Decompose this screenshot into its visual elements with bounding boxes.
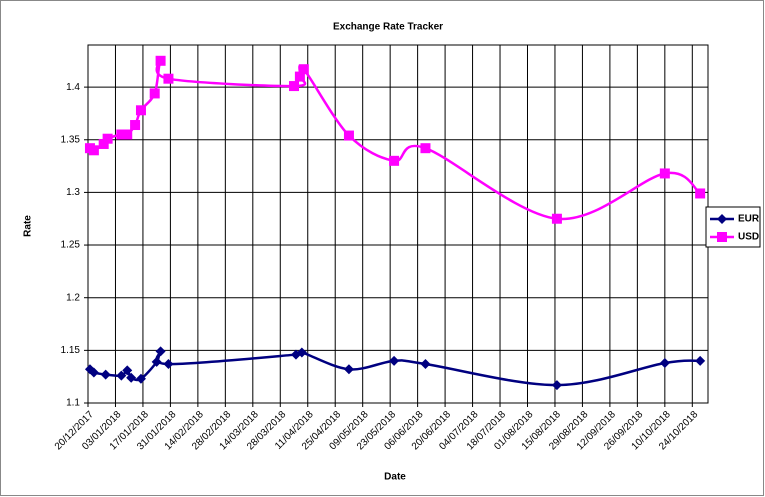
marker: [149, 88, 160, 99]
marker: [116, 370, 127, 381]
marker: [420, 359, 431, 370]
legend-label: USD: [738, 232, 759, 243]
y-tick-label: 1.2: [66, 292, 80, 303]
marker: [163, 73, 174, 84]
marker: [88, 367, 99, 378]
marker: [155, 346, 166, 357]
marker: [551, 213, 562, 224]
legend-label: EUR: [738, 214, 760, 225]
marker: [294, 71, 305, 82]
chart-title: Exchange Rate Tracker: [333, 22, 443, 33]
marker: [98, 138, 109, 149]
y-tick-label: 1.35: [61, 134, 81, 145]
marker: [88, 145, 99, 156]
marker: [100, 369, 111, 380]
marker: [389, 355, 400, 366]
x-axis-label: Date: [384, 472, 406, 483]
marker: [389, 155, 400, 166]
y-tick-label: 1.1: [66, 398, 80, 409]
marker: [126, 372, 137, 383]
marker: [163, 359, 174, 370]
y-tick-label: 1.3: [66, 187, 80, 198]
marker: [695, 188, 706, 199]
legend-box: [705, 206, 761, 248]
marker: [151, 356, 162, 367]
marker: [135, 373, 146, 384]
marker: [343, 130, 354, 141]
marker: [695, 355, 706, 366]
marker: [298, 64, 309, 75]
marker: [122, 365, 133, 376]
marker: [116, 129, 127, 140]
marker: [296, 347, 307, 358]
marker: [289, 81, 300, 92]
marker: [130, 120, 141, 131]
marker: [102, 133, 113, 144]
y-tick-label: 1.25: [61, 240, 81, 251]
series-line: [89, 59, 701, 221]
marker: [420, 143, 431, 154]
marker: [717, 232, 727, 242]
marker: [659, 168, 670, 179]
marker: [155, 55, 166, 66]
marker: [659, 357, 670, 368]
y-axis-label: Rate: [23, 215, 34, 237]
y-tick-label: 1.15: [61, 345, 81, 356]
y-tick-label: 1.4: [66, 82, 80, 93]
legend: EUR USD: [705, 206, 761, 248]
marker: [551, 380, 562, 391]
marker: [343, 364, 354, 375]
marker: [122, 129, 133, 140]
marker: [135, 105, 146, 116]
marker: [717, 214, 727, 224]
